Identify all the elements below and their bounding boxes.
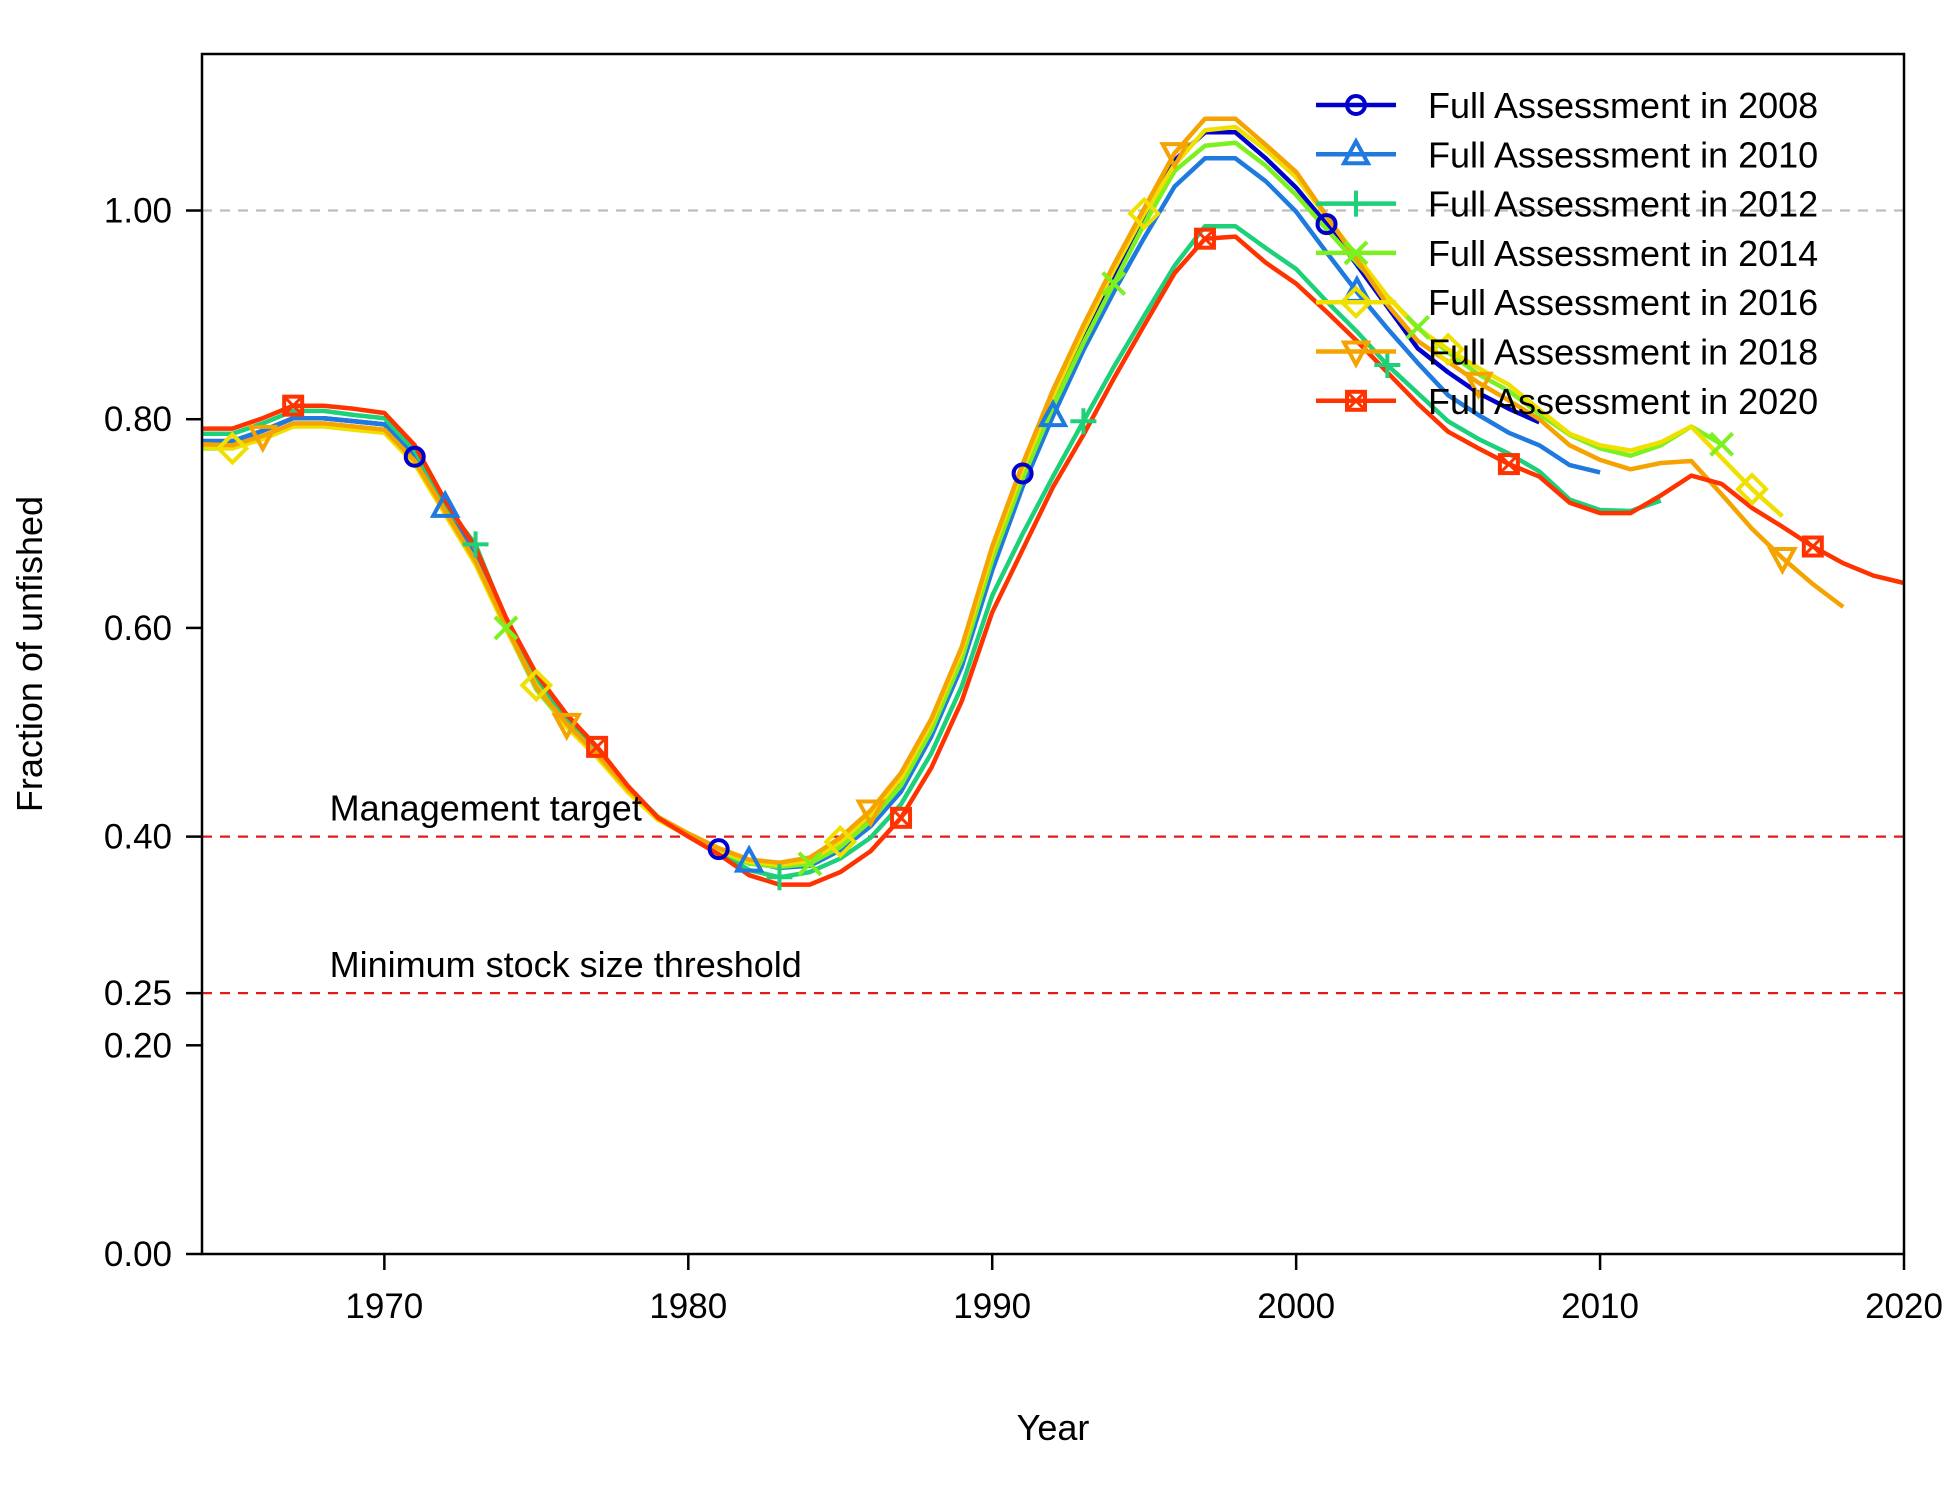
y-tick-label: 0.00 [104, 1235, 172, 1274]
series-point-full-assessment-in-2020 [1801, 535, 1824, 558]
x-tick-label: 1970 [345, 1287, 423, 1326]
y-tick-label: 0.20 [104, 1026, 172, 1065]
series-point-full-assessment-in-2016 [1735, 472, 1769, 506]
series-point-full-assessment-in-2014 [1405, 314, 1431, 340]
series-point-full-assessment-in-2020 [1497, 453, 1520, 476]
annotation-minimum-stock-size-threshold: Minimum stock size threshold [330, 944, 802, 985]
series-point-full-assessment-in-2014 [797, 851, 823, 877]
legend-marker [1343, 240, 1369, 266]
series-point-full-assessment-in-2014 [1709, 431, 1735, 457]
y-tick-label: 0.25 [104, 974, 172, 1013]
series-point-full-assessment-in-2014 [493, 615, 519, 641]
legend-marker [1345, 389, 1367, 412]
series-point-full-assessment-in-2020 [586, 735, 609, 758]
x-axis-title: Year [1017, 1407, 1090, 1448]
series-point-full-assessment-in-2008 [403, 445, 426, 468]
y-tick-label: 1.00 [104, 192, 172, 231]
legend-label: Full Assessment in 2012 [1428, 184, 1818, 225]
series-point-full-assessment-in-2012 [766, 864, 793, 891]
series-point-full-assessment-in-2016 [215, 431, 250, 466]
series-line-full-assessment-in-2012 [202, 223, 1662, 880]
series-point-full-assessment-in-2020-cross [1498, 454, 1519, 475]
series-point-full-assessment-in-2016 [519, 668, 554, 703]
series-point-full-assessment-in-2020 [890, 806, 913, 829]
y-axis: 0.00 0.20 0.25 0.40 0.60 0.80 1.00 [104, 192, 202, 1274]
legend-item-full-assessment-in-2010: Full Assessment in 2010 [1316, 134, 1818, 175]
series-point-full-assessment-in-2016 [1127, 196, 1162, 231]
series-line-full-assessment-in-2010 [202, 156, 1601, 871]
series-point-full-assessment-in-2012 [1374, 351, 1401, 378]
series-point-full-assessment-in-2020-cross [283, 395, 304, 416]
series-point-full-assessment-in-2020 [1193, 227, 1216, 250]
y-tick-label: 0.80 [104, 400, 172, 439]
legend-label: Full Assessment in 2020 [1428, 381, 1818, 422]
legend-item-full-assessment-in-2008: Full Assessment in 2008 [1316, 85, 1818, 126]
x-tick-label: 1980 [649, 1287, 727, 1326]
x-tick-label: 2010 [1561, 1287, 1639, 1326]
series-point-full-assessment-in-2014 [1101, 271, 1127, 296]
series-point-full-assessment-in-2008 [1011, 462, 1034, 485]
legend-marker [1345, 94, 1367, 116]
legend-label: Full Assessment in 2018 [1428, 332, 1818, 373]
legend-label: Full Assessment in 2014 [1428, 233, 1818, 274]
series-point-full-assessment-in-2010 [733, 844, 765, 873]
legend-item-full-assessment-in-2016: Full Assessment in 2016 [1316, 282, 1818, 323]
legend-label: Full Assessment in 2010 [1428, 134, 1818, 175]
series-point-full-assessment-in-2018 [855, 799, 887, 828]
series-point-full-assessment-in-2018 [551, 712, 583, 742]
series-point-full-assessment-in-2012 [1070, 408, 1097, 435]
annotation-management-target: Management target [330, 788, 642, 829]
legend-item-full-assessment-in-2020: Full Assessment in 2020 [1316, 381, 1818, 422]
series-line-full-assessment-in-2020 [202, 234, 1904, 887]
legend-item-full-assessment-in-2012: Full Assessment in 2012 [1316, 184, 1818, 225]
legend-marker [1340, 340, 1372, 369]
legend-marker-cross [1345, 390, 1367, 411]
series-point-full-assessment-in-2016 [823, 824, 858, 859]
legend: Full Assessment in 2008 Full Assessment i… [1316, 85, 1818, 422]
y-axis-title: Fraction of unfished [9, 496, 50, 812]
series-point-full-assessment-in-2020-cross [1802, 536, 1823, 557]
series-point-full-assessment-in-2010 [1037, 398, 1069, 428]
x-tick-label: 2000 [1257, 1287, 1335, 1326]
series-point-full-assessment-in-2012 [462, 531, 489, 558]
series-point-full-assessment-in-2020-cross [587, 736, 608, 757]
series-point-full-assessment-in-2016 [1431, 332, 1465, 367]
series-point-full-assessment-in-2018 [1463, 371, 1494, 400]
series-point-full-assessment-in-2018 [1159, 142, 1190, 171]
plot-area-frame [200, 52, 1906, 1256]
series-point-full-assessment-in-2020-cross [1194, 228, 1216, 249]
x-tick-label: 2020 [1865, 1287, 1943, 1326]
legend-label: Full Assessment in 2016 [1428, 282, 1818, 323]
y-tick-label: 0.60 [104, 609, 172, 648]
series-point-full-assessment-in-2008 [707, 838, 730, 861]
legend-marker [1343, 190, 1369, 217]
legend-marker [1340, 137, 1372, 166]
x-axis: 1970 1980 1990 2000 2010 2020 [345, 1254, 1943, 1326]
legend-label: Full Assessment in 2008 [1428, 85, 1818, 126]
series-point-full-assessment-in-2018 [247, 424, 279, 454]
legend-item-full-assessment-in-2014: Full Assessment in 2014 [1316, 233, 1818, 274]
y-tick-label: 0.40 [104, 818, 172, 857]
reference-lines [202, 209, 1904, 995]
series-point-full-assessment-in-2018 [1767, 547, 1798, 576]
series-point-full-assessment-in-2020 [282, 394, 305, 417]
reference-labels: Management target Minimum stock size thre… [330, 788, 802, 986]
series-point-full-assessment-in-2008 [1315, 213, 1338, 236]
series-point-full-assessment-in-2010 [429, 489, 461, 518]
series-point-full-assessment-in-2020-cross [890, 807, 912, 828]
series-markers [215, 142, 1824, 891]
x-tick-label: 1990 [953, 1287, 1031, 1326]
legend-item-full-assessment-in-2018: Full Assessment in 2018 [1316, 332, 1818, 373]
legend-marker [1339, 285, 1373, 320]
